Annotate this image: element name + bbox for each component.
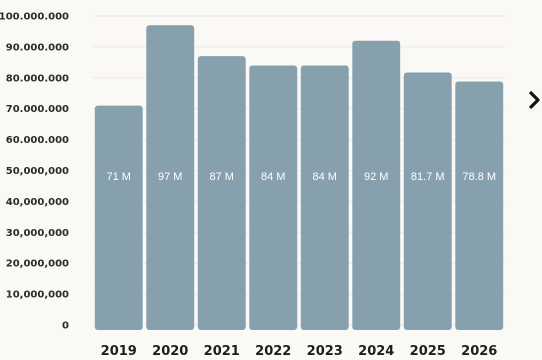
- bars: [94, 25, 504, 331]
- x-tick-label: 2019: [101, 344, 137, 359]
- x-axis: 2019 2020 2021 2022 2023 2024 2025 2026: [101, 344, 498, 359]
- y-tick-label: 80.000.000: [6, 73, 69, 84]
- bar-2019: [94, 105, 143, 330]
- data-label: 84 M: [313, 171, 337, 183]
- x-tick-label: 2020: [152, 344, 188, 359]
- bar-2021: [197, 56, 246, 331]
- data-labels: 71 M 97 M 87 M 84 M 84 M 92 M 81.7 M 78.8 M: [107, 171, 497, 183]
- x-tick-label: 2021: [204, 344, 240, 359]
- y-tick-label: 100.000.000: [0, 12, 69, 23]
- y-tick-label: 50,000,000: [6, 166, 69, 177]
- chevron-right-icon[interactable]: [522, 86, 542, 112]
- y-tick-label: 40,000,000: [6, 197, 69, 208]
- data-label: 87 M: [210, 171, 234, 183]
- y-tick-label: 10,000,000: [6, 290, 69, 301]
- bar-2022: [249, 65, 298, 330]
- x-tick-label: 2022: [255, 344, 291, 359]
- y-tick-label: 90.000.000: [6, 42, 69, 53]
- y-tick-label: 70.000.000: [6, 104, 69, 115]
- y-tick-label: 20,000,000: [6, 259, 69, 270]
- x-tick-label: 2023: [307, 344, 343, 359]
- data-label: 97 M: [158, 171, 182, 183]
- x-tick-label: 2025: [410, 344, 446, 359]
- x-tick-label: 2024: [358, 344, 394, 359]
- data-label: 84 M: [261, 171, 285, 183]
- bar-2023: [300, 65, 349, 330]
- bar-2025: [403, 72, 452, 330]
- y-tick-label: 30,000,000: [6, 228, 69, 239]
- bar-2024: [352, 40, 401, 330]
- data-label: 81.7 M: [411, 171, 445, 183]
- bar-2020: [146, 25, 195, 331]
- data-label: 78.8 M: [462, 171, 496, 183]
- data-label: 92 M: [364, 171, 388, 183]
- y-tick-label: 0: [62, 321, 69, 332]
- bar-2026: [455, 81, 504, 331]
- y-axis: 0 10,000,000 20,000,000 30,000,000 40,000,00…: [0, 12, 69, 332]
- y-tick-label: 60.000.000: [6, 135, 69, 146]
- data-label: 71 M: [107, 171, 131, 183]
- x-tick-label: 2026: [461, 344, 497, 359]
